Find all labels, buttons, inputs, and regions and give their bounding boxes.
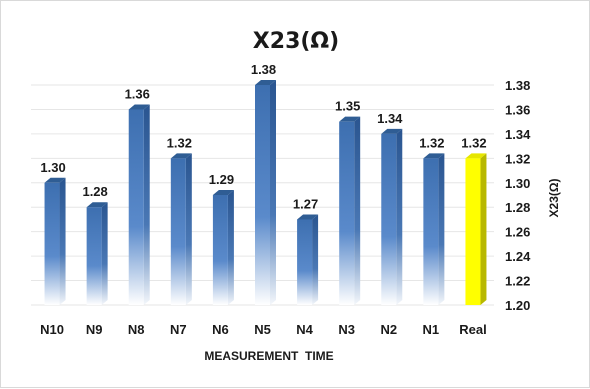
x-tick-label: N2	[380, 322, 397, 337]
data-label: 1.30	[40, 160, 65, 175]
y-tick-label: 1.36	[505, 102, 530, 117]
x-tick-label: N4	[296, 322, 313, 337]
data-label: 1.28	[82, 184, 107, 199]
bar-front	[170, 158, 186, 305]
bar-top	[44, 177, 66, 183]
bar-side	[270, 80, 276, 305]
bar-n3	[339, 116, 361, 306]
data-label: 1.32	[461, 135, 486, 150]
bar-top	[212, 190, 234, 195]
bar-side	[312, 214, 319, 305]
data-label: 1.35	[335, 99, 360, 114]
bar-front	[423, 158, 439, 305]
bar-top	[423, 153, 445, 159]
bar-front	[212, 195, 228, 305]
bars	[44, 80, 487, 306]
x-tick-label: N10	[40, 322, 64, 337]
bar-real	[465, 153, 487, 305]
bar-front	[128, 109, 144, 305]
y-tick-label: 1.26	[505, 225, 530, 240]
y-tick-label: 1.22	[505, 274, 530, 289]
bar-top	[255, 80, 276, 85]
bar-n7	[170, 153, 192, 305]
bar-front	[381, 133, 397, 305]
y-tick-label: 1.38	[505, 78, 530, 93]
bar-front	[44, 182, 60, 305]
data-label: 1.27	[293, 196, 318, 211]
bar-front	[255, 85, 270, 305]
bar-side	[396, 128, 403, 305]
x-axis-label: MEASUREMENT TIME	[204, 349, 333, 363]
bar-top	[128, 104, 150, 110]
x-tick-label: N5	[254, 322, 271, 337]
y-tick-label: 1.34	[505, 127, 531, 142]
data-label: 1.36	[125, 86, 150, 101]
bar-front	[86, 207, 102, 305]
x-axis-ticks: N10 N9 N8 N7 N6 N5 N4 N3 N2 N1 Real	[40, 322, 487, 337]
x-tick-label: N6	[212, 322, 229, 337]
x-tick-label: N8	[128, 322, 145, 337]
bar-side	[59, 177, 66, 305]
x-tick-label: N9	[86, 322, 103, 337]
data-label: 1.32	[167, 135, 192, 150]
x-tick-label: N1	[423, 322, 440, 337]
bar-side	[143, 104, 150, 305]
bar-n1	[423, 153, 445, 305]
bar-side	[185, 153, 192, 305]
bar-top	[170, 153, 192, 159]
chart-title: X23(Ω)	[253, 29, 339, 54]
bar-side	[480, 153, 487, 305]
y-tick-label: 1.28	[505, 200, 530, 215]
bar-n8	[128, 104, 150, 305]
y-axis-label: X23(Ω)	[547, 179, 561, 218]
bar-n2	[381, 128, 403, 305]
bar-front	[465, 158, 481, 305]
data-label: 1.34	[377, 111, 403, 126]
bar-side	[354, 116, 361, 306]
y-axis-ticks: 1.20 1.22 1.24 1.26 1.28 1.30 1.32 1.34 1.36 1.38	[505, 78, 531, 313]
bar-front	[297, 219, 313, 305]
bar-top	[86, 202, 108, 208]
bar-top	[381, 128, 403, 134]
data-labels: 1.30 1.28 1.36 1.32 1.29 1.38 1.27 1.35 1.34 1.32…	[40, 62, 486, 211]
bar-n9	[86, 202, 108, 305]
bar-top	[297, 214, 319, 220]
bar-front	[339, 121, 355, 306]
data-label: 1.38	[251, 62, 276, 77]
bar-side	[101, 202, 108, 305]
bar-n6	[212, 190, 234, 305]
bar-side	[227, 190, 234, 305]
x-tick-label: N3	[338, 322, 355, 337]
bar-n10	[44, 177, 66, 305]
data-label: 1.29	[209, 172, 234, 187]
bar-n5	[255, 80, 276, 305]
bar-top	[339, 116, 361, 122]
bar-top	[465, 153, 487, 159]
y-tick-label: 1.24	[505, 249, 531, 264]
data-label: 1.32	[419, 135, 444, 150]
y-tick-label: 1.32	[505, 151, 530, 166]
bar-side	[438, 153, 445, 305]
x-tick-label: Real	[459, 322, 486, 337]
x-tick-label: N7	[170, 322, 187, 337]
y-tick-label: 1.30	[505, 176, 530, 191]
bar-n4	[297, 214, 319, 305]
y-tick-label: 1.20	[505, 298, 530, 313]
